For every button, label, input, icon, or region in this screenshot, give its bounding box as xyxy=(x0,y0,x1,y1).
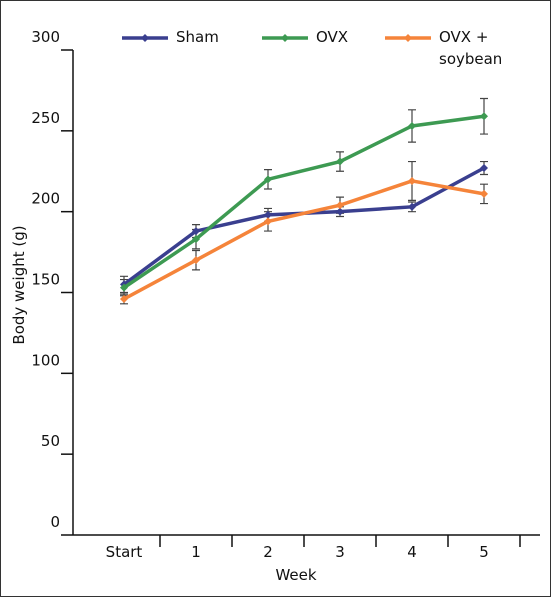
legend-label: OVX xyxy=(316,28,349,46)
data-point xyxy=(336,207,344,216)
data-point xyxy=(408,202,416,211)
data-point xyxy=(480,112,488,121)
x-tick-label: 4 xyxy=(407,543,417,561)
data-point xyxy=(192,256,200,265)
x-axis-label: Week xyxy=(275,566,316,584)
x-tick-label: 1 xyxy=(191,543,201,561)
y-tick-label: 0 xyxy=(50,513,60,531)
data-point xyxy=(120,283,128,292)
y-tick-label: 250 xyxy=(31,109,60,127)
y-axis-label: Body weight (g) xyxy=(10,225,28,344)
data-point xyxy=(480,189,488,198)
data-point xyxy=(408,121,416,130)
series-line xyxy=(123,179,485,301)
data-point xyxy=(192,235,200,244)
y-tick-label: 100 xyxy=(31,351,60,369)
legend-label: OVX + soybean xyxy=(439,28,503,68)
data-point xyxy=(192,227,200,236)
data-point xyxy=(336,201,344,210)
y-tick-label: 50 xyxy=(41,432,60,450)
y-tick-label: 150 xyxy=(31,271,60,289)
data-point xyxy=(120,294,128,303)
data-point xyxy=(408,176,416,185)
data-point xyxy=(264,217,272,226)
data-point xyxy=(480,164,488,173)
data-point xyxy=(336,157,344,166)
legend-marker xyxy=(281,34,289,42)
legend-label: Sham xyxy=(176,28,219,46)
x-tick-label: 2 xyxy=(263,543,273,561)
x-tick-label: 5 xyxy=(479,543,489,561)
data-point xyxy=(264,210,272,219)
legend-marker xyxy=(141,34,149,42)
series-line xyxy=(123,114,485,290)
data-point xyxy=(264,175,272,184)
x-tick-label: 3 xyxy=(335,543,345,561)
legend-marker xyxy=(404,34,412,42)
y-tick-label: 200 xyxy=(31,190,60,208)
x-tick-label: Start xyxy=(106,543,143,561)
y-tick-label: 300 xyxy=(31,28,60,46)
